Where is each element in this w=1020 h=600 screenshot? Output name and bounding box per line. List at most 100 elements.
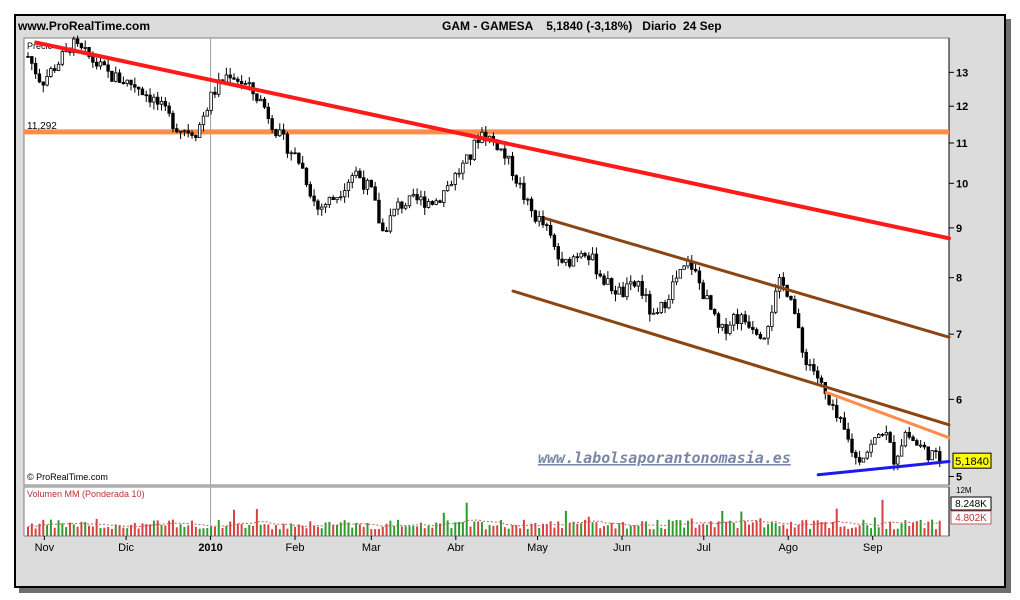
volume-bar: [702, 523, 705, 536]
candle-body: [743, 314, 747, 323]
volume-bar: [202, 528, 205, 536]
volume-bar: [332, 524, 335, 536]
candle-body: [697, 270, 702, 284]
candle-body: [148, 94, 152, 103]
volume-bar: [301, 525, 304, 536]
volume-bar: [431, 527, 434, 536]
volume-bar: [145, 524, 148, 536]
candle-body: [152, 96, 156, 103]
volume-bar: [240, 524, 243, 536]
volume-bar: [889, 521, 892, 536]
candle-body: [274, 129, 278, 137]
price-plot-area: [23, 37, 950, 486]
volume-bar: [820, 521, 823, 536]
candle-body: [880, 433, 885, 436]
volume-bar: [450, 528, 453, 536]
candle-body: [209, 91, 213, 111]
volume-bar: [870, 528, 873, 536]
volume-bar: [267, 524, 270, 536]
candle-body: [583, 252, 587, 257]
volume-bar: [152, 520, 155, 536]
candle-body: [365, 179, 370, 190]
candle-body: [781, 277, 786, 286]
volume-bar: [515, 525, 518, 536]
volume-bar: [480, 522, 483, 536]
volume-bar: [561, 528, 564, 536]
volume-bar: [397, 519, 400, 536]
volume-bar: [389, 520, 392, 536]
volume-bar: [263, 524, 266, 536]
candle-body: [300, 162, 305, 169]
y-tick-label-6: 6: [956, 394, 962, 406]
candle-body: [346, 181, 351, 192]
volume-bar: [435, 522, 438, 536]
y-tick-label-5: 5: [956, 471, 962, 483]
candle-body: [133, 84, 137, 88]
candle-body: [41, 81, 45, 86]
volume-bar: [858, 525, 861, 536]
volume-bar: [786, 528, 789, 536]
candle-body: [45, 76, 49, 86]
volume-bar: [492, 525, 495, 536]
volume-bar: [934, 529, 937, 536]
candle-body: [243, 83, 248, 85]
candle-body: [384, 230, 389, 233]
volume-bar: [229, 521, 232, 536]
candle-body: [659, 301, 663, 313]
candle-body: [735, 314, 740, 324]
candle-body: [465, 154, 469, 164]
volume-bar: [816, 520, 819, 536]
candle-body: [667, 299, 671, 309]
candle-body: [419, 196, 423, 201]
x-tick-label-Ago: Ago: [778, 542, 798, 554]
volume-bar: [648, 529, 651, 536]
candle-body: [354, 170, 358, 177]
candle-body: [682, 265, 686, 270]
volume-bar: [496, 525, 499, 536]
candle-body: [705, 295, 709, 300]
candle-body: [629, 281, 633, 285]
candle-body: [510, 155, 515, 176]
candle-body: [884, 432, 889, 436]
candle-body: [449, 184, 454, 187]
volume-bar: [759, 518, 762, 536]
candle-body: [632, 281, 637, 287]
volume-bar: [633, 525, 636, 536]
volume-bar: [27, 526, 29, 536]
candle-body: [899, 445, 904, 457]
volume-bar: [587, 516, 590, 536]
last-price-box: [952, 452, 992, 469]
volume-bar: [171, 519, 174, 536]
candle-body: [342, 190, 347, 198]
candle-body: [403, 205, 408, 209]
candle-body: [869, 443, 873, 453]
volume-bar: [622, 522, 625, 536]
candle-body: [548, 224, 553, 236]
candle-body: [773, 290, 778, 313]
volume-bar: [900, 523, 903, 536]
y-tick-label-10: 10: [956, 178, 968, 190]
volume-bar: [583, 519, 586, 536]
volume-bar: [877, 527, 880, 536]
candle-body: [819, 377, 824, 383]
candle-body: [121, 82, 126, 84]
volume-bar: [747, 524, 750, 536]
candle-body: [579, 252, 583, 258]
candle-body: [766, 326, 770, 339]
candle-body: [426, 201, 431, 208]
volume-bar: [30, 523, 33, 536]
volume-bar: [892, 529, 895, 536]
candle-body: [163, 100, 168, 107]
volume-bar: [107, 527, 110, 536]
volume-bar: [797, 524, 800, 536]
candle-body: [922, 444, 927, 448]
candle-body: [850, 438, 854, 453]
candle-body: [671, 281, 675, 300]
candle-body: [865, 451, 869, 459]
volume-bar: [770, 521, 773, 536]
volume-bar: [484, 529, 487, 536]
site-name[interactable]: www.ProRealTime.com: [18, 19, 151, 33]
candle-body: [392, 208, 396, 217]
copyright-label: © ProRealTime.com: [27, 472, 108, 482]
candle-body: [98, 61, 103, 67]
